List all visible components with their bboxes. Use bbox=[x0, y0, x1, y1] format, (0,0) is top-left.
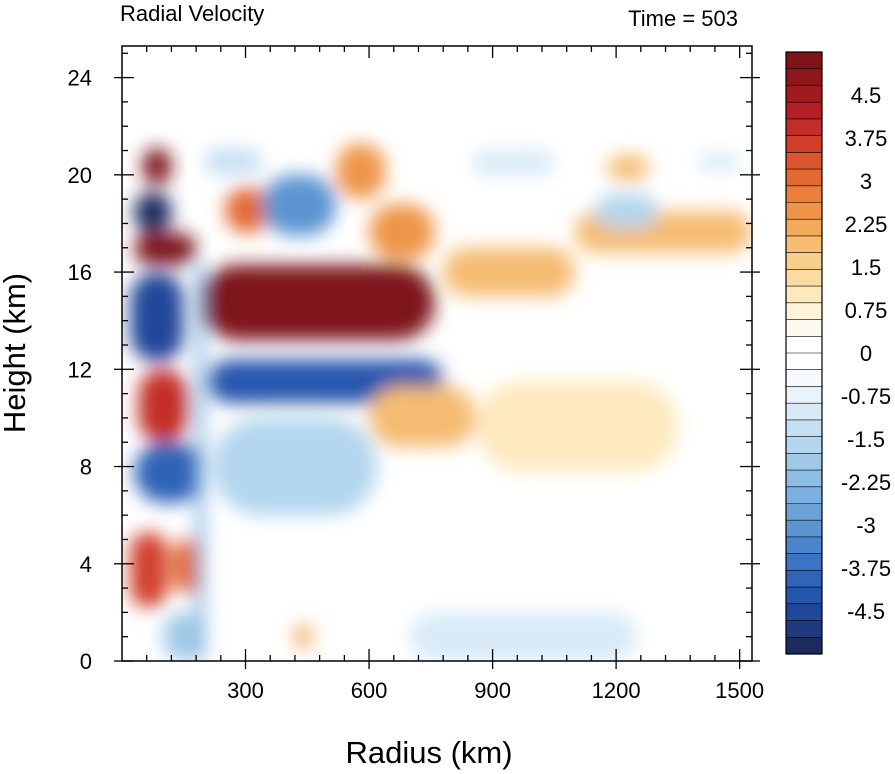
colorbar-swatch bbox=[786, 403, 822, 421]
velocity-feature bbox=[204, 148, 262, 175]
plot-frame bbox=[121, 45, 753, 662]
colorbar-label: -0.75 bbox=[841, 384, 891, 409]
colorbar-label: -3 bbox=[856, 513, 876, 538]
x-tick-label: 1200 bbox=[592, 678, 641, 703]
colorbar-swatch bbox=[786, 620, 822, 638]
colorbar-label: -2.25 bbox=[841, 470, 891, 495]
velocity-feature bbox=[294, 624, 312, 649]
y-tick-label: 0 bbox=[80, 649, 92, 674]
velocity-feature bbox=[224, 186, 271, 234]
y-tick-label: 20 bbox=[68, 163, 92, 188]
velocity-feature bbox=[443, 247, 575, 297]
colorbar-swatch bbox=[786, 637, 822, 655]
y-tick-label: 24 bbox=[68, 66, 92, 91]
colorbar-swatch bbox=[786, 185, 822, 203]
colorbar-swatch bbox=[786, 219, 822, 237]
colorbar-swatch bbox=[786, 486, 822, 504]
colorbar-swatch bbox=[786, 202, 822, 220]
x-tick-label: 600 bbox=[351, 678, 388, 703]
colorbar-swatch bbox=[786, 453, 822, 471]
colorbar-swatch bbox=[786, 52, 822, 70]
colorbar-swatch bbox=[786, 353, 822, 371]
velocity-feature bbox=[212, 417, 378, 516]
velocity-feature bbox=[262, 174, 337, 236]
colorbar-swatch bbox=[786, 587, 822, 605]
y-axis-ticks: 0 4 8 12 16 20 24 bbox=[68, 52, 760, 674]
colorbar-swatch bbox=[786, 419, 822, 438]
colorbar-swatch bbox=[786, 536, 822, 555]
chart-title: Radial Velocity bbox=[120, 1, 264, 26]
velocity-feature bbox=[336, 143, 386, 200]
x-axis-label: Radius (km) bbox=[345, 735, 512, 770]
colorbar-swatch bbox=[786, 603, 822, 621]
velocity-feature bbox=[369, 386, 477, 448]
velocity-feature bbox=[134, 233, 197, 265]
x-axis-ticks: 300 600 900 1200 1500 bbox=[146, 46, 764, 703]
colorbar-swatch bbox=[786, 235, 822, 254]
colorbar-label: 0 bbox=[860, 341, 872, 366]
velocity-feature bbox=[369, 204, 435, 260]
colorbar-swatch bbox=[786, 135, 822, 153]
y-tick-label: 12 bbox=[68, 357, 92, 382]
velocity-feature bbox=[607, 155, 650, 180]
colorbar-swatch bbox=[786, 503, 822, 521]
velocity-feature bbox=[163, 612, 205, 661]
colorbar-label: 0.75 bbox=[845, 298, 888, 323]
colorbar-swatch bbox=[786, 252, 822, 270]
x-tick-label: 300 bbox=[227, 678, 264, 703]
y-tick-label: 8 bbox=[80, 455, 92, 480]
colorbar-swatch bbox=[786, 152, 822, 170]
velocity-feature bbox=[138, 369, 188, 443]
colorbar-swatch bbox=[786, 520, 822, 538]
time-label: Time = 503 bbox=[628, 6, 738, 31]
colorbar-label: 4.5 bbox=[851, 83, 882, 108]
y-tick-label: 16 bbox=[68, 260, 92, 285]
velocity-feature bbox=[472, 150, 555, 175]
colorbar-swatch bbox=[786, 169, 822, 187]
y-tick-label: 4 bbox=[80, 552, 92, 577]
colorbar-label: 2.25 bbox=[845, 212, 888, 237]
x-tick-label: 1500 bbox=[715, 678, 764, 703]
colorbar-label: -3.75 bbox=[841, 556, 891, 581]
velocity-feature bbox=[410, 612, 637, 661]
colorbar-frame bbox=[785, 51, 823, 655]
colorbar-swatch bbox=[786, 386, 822, 404]
velocity-field bbox=[130, 143, 752, 661]
colorbar-swatch bbox=[786, 102, 822, 120]
colorbar-swatch bbox=[786, 553, 822, 571]
velocity-feature bbox=[476, 381, 678, 472]
y-axis-label: Height (km) bbox=[0, 273, 32, 433]
velocity-feature bbox=[130, 272, 184, 363]
colorbar-swatch bbox=[786, 319, 822, 337]
plot-area: 300 600 900 1200 1500 0 4 8 12 16 20 24 bbox=[68, 45, 764, 703]
colorbar-swatch bbox=[786, 470, 822, 488]
velocity-feature bbox=[200, 264, 435, 341]
velocity-feature bbox=[134, 442, 205, 503]
colorbar-label: 3 bbox=[860, 169, 872, 194]
colorbar-swatch bbox=[786, 570, 822, 588]
colorbar-swatch bbox=[786, 336, 822, 354]
colorbar-label: 1.5 bbox=[851, 255, 882, 280]
colorbar-swatch bbox=[786, 302, 822, 320]
colorbar-label: 3.75 bbox=[845, 126, 888, 151]
colorbar-label: -1.5 bbox=[847, 427, 885, 452]
colorbar-label: -4.5 bbox=[847, 599, 885, 624]
velocity-feature bbox=[130, 532, 168, 608]
colorbar-swatch bbox=[786, 369, 822, 387]
colorbar-swatch bbox=[786, 85, 822, 103]
colorbar: 4.5 3.75 3 2.25 1.5 0.75 0 -0.75 -1.5 -2.25 -3 -3.7… bbox=[785, 51, 891, 655]
velocity-feature bbox=[595, 194, 658, 229]
velocity-feature bbox=[142, 148, 172, 185]
colorbar-swatch bbox=[786, 269, 822, 287]
plot-background bbox=[122, 46, 752, 661]
colorbar-swatch bbox=[786, 118, 822, 137]
colorbar-swatch bbox=[786, 68, 822, 86]
x-tick-label: 900 bbox=[474, 678, 511, 703]
velocity-feature bbox=[698, 152, 740, 170]
velocity-feature bbox=[134, 191, 172, 234]
colorbar-swatch bbox=[786, 436, 822, 454]
velocity-feature bbox=[196, 262, 205, 661]
colorbar-swatch bbox=[786, 286, 822, 304]
